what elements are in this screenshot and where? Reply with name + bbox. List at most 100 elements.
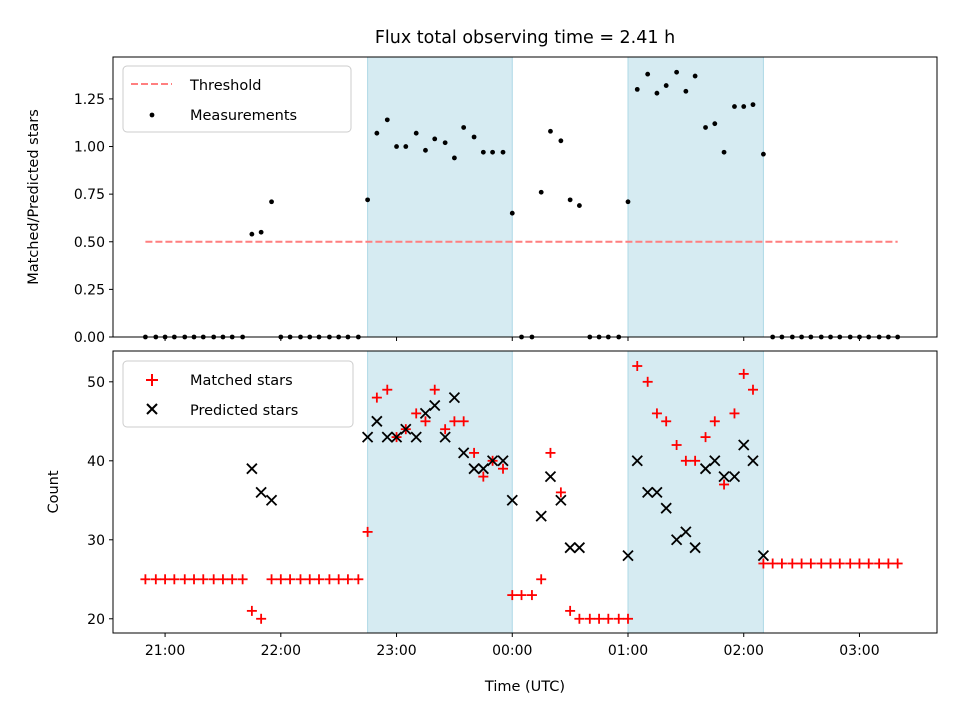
measurement-point: [374, 130, 380, 136]
predicted-star-point: [555, 494, 567, 506]
predicted-star-point: [265, 494, 278, 506]
measurement-point: [761, 151, 766, 157]
x-tick-label: 03:00: [839, 643, 879, 659]
matched-star-point: [787, 558, 798, 569]
matched-star-point: [729, 408, 740, 419]
matched-star-point: [362, 526, 373, 537]
predicted-star-point: [486, 455, 499, 467]
x-tick-label: 22:00: [261, 643, 301, 659]
bottom-y-tick-label: 30: [87, 533, 105, 549]
matched-star-point: [227, 574, 238, 585]
matched-star-point: [314, 574, 324, 585]
top-x-ticks: [164, 337, 860, 341]
matched-star-point: [758, 558, 769, 569]
matched-star-point: [342, 574, 353, 585]
matched-star-point: [498, 463, 509, 474]
matched-star-point: [478, 471, 489, 482]
measurement-point: [500, 149, 506, 155]
matched-star-point: [150, 574, 161, 585]
matched-star-point: [690, 455, 701, 466]
top-legend-box: [122, 65, 352, 133]
top-y-axis-label: Matched/Predicted stars: [26, 109, 42, 285]
legend-threshold-label: Threshold: [189, 78, 261, 94]
matched-star-point: [449, 416, 460, 427]
top-panel: 0.00 0.25 0.50 0.75 1.00 1.25 Matched/Predict…: [26, 56, 938, 346]
matched-star-point: [603, 613, 614, 624]
matched-star-point: [198, 574, 209, 585]
matched-star-point: [140, 574, 151, 585]
matched-star-point: [805, 558, 816, 569]
matched-star-point: [333, 574, 344, 585]
measurement-point: [712, 121, 718, 127]
predicted-star-point: [709, 455, 721, 467]
bottom-axes-frame: [112, 350, 938, 634]
bottom-shaded-spans: [367, 350, 764, 634]
bottom-y-tick-label: 50: [87, 375, 105, 391]
predicted-star-point: [622, 549, 634, 562]
x-tick-label: 02:00: [724, 643, 764, 659]
matched-star-point: [536, 574, 547, 585]
predicted-star-point: [381, 431, 393, 443]
matched-star-point: [469, 447, 480, 458]
measurement-point: [634, 86, 640, 92]
top-shaded-span: [627, 56, 764, 338]
predicted-star-point: [410, 431, 422, 443]
measurement-point: [384, 117, 390, 123]
measurement-point: [403, 144, 409, 149]
matched-star-point: [266, 574, 277, 585]
legend-predicted-label: Predicted stars: [190, 403, 298, 419]
measurement-point: [548, 128, 553, 134]
matched-star-point: [892, 558, 903, 569]
top-y-tick-label: 0.00: [74, 330, 105, 346]
bottom-y-tick-label: 40: [87, 454, 105, 470]
legend-matched-swatch: [146, 374, 158, 386]
matched-star-point: [285, 574, 296, 585]
matched-star-point: [516, 590, 527, 601]
bottom-y-axis-label: Count: [46, 470, 62, 513]
matched-star-point: [324, 574, 335, 585]
x-tick-label: 00:00: [492, 643, 532, 659]
predicted-star-point: [544, 470, 557, 483]
predicted-stars-points: [246, 391, 770, 562]
measurement-point: [625, 199, 631, 205]
top-y-tick-label: 0.25: [74, 282, 105, 298]
x-tick-label: 23:00: [376, 643, 416, 659]
matched-star-point: [574, 613, 585, 624]
matched-star-point: [854, 558, 865, 569]
measurement-point: [249, 231, 255, 237]
matched-star-point: [816, 558, 827, 569]
predicted-star-point: [400, 423, 412, 435]
matched-star-point: [189, 574, 200, 585]
measurement-point: [576, 203, 582, 208]
measurement-point: [663, 83, 669, 88]
measurement-point: [683, 88, 689, 94]
measurement-point: [674, 69, 680, 75]
predicted-star-point: [439, 431, 451, 443]
matched-star-point: [874, 558, 885, 569]
matched-star-point: [565, 605, 576, 616]
predicted-star-point: [468, 463, 480, 475]
bottom-legend: Matched stars Predicted stars: [122, 360, 354, 428]
predicted-star-point: [458, 447, 470, 459]
bottom-shaded-span: [367, 350, 513, 634]
predicted-star-point: [738, 439, 750, 451]
predicted-star-point: [390, 431, 403, 443]
measurement-point: [558, 138, 564, 144]
matched-star-point: [776, 558, 787, 569]
matched-star-point: [796, 558, 807, 569]
bottom-legend-box: [122, 360, 354, 428]
matched-star-point: [671, 440, 682, 450]
matched-star-point: [825, 558, 836, 569]
matched-star-point: [700, 432, 711, 443]
matched-star-point: [767, 558, 778, 569]
predicted-star-point: [660, 502, 672, 514]
matched-star-point: [160, 574, 171, 585]
matched-star-point: [275, 574, 286, 585]
top-y-tick-label: 0.75: [74, 187, 105, 203]
predicted-star-point: [361, 431, 374, 443]
predicted-star-point: [564, 542, 576, 554]
legend-measurements-swatch: [149, 112, 155, 118]
measurement-point: [365, 197, 371, 203]
matched-star-point: [883, 558, 894, 569]
